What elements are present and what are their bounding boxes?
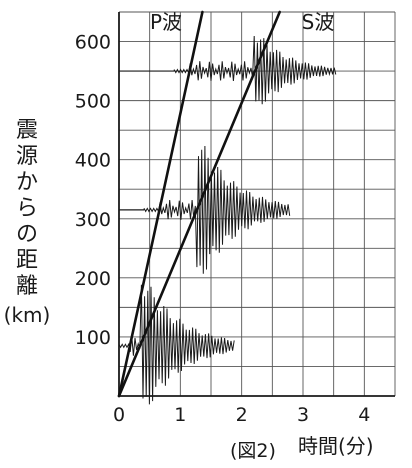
wave-line [117, 10, 281, 398]
y-tick-label: 500 [75, 91, 111, 113]
wave-lines [117, 10, 281, 398]
y-axis-label-char: の [15, 222, 38, 247]
y-axis-label-char: 離 [15, 274, 38, 299]
x-tick-label: 0 [113, 404, 125, 426]
y-axis-label-char: 源 [15, 144, 38, 169]
x-tick-label: 1 [174, 404, 186, 426]
x-tick-label: 4 [358, 404, 370, 426]
x-axis-label: 時間(分) [298, 434, 374, 458]
y-tick-label: 200 [75, 268, 111, 290]
series-label: P波 [150, 10, 182, 34]
y-axis-unit: (km) [3, 303, 51, 327]
y-tick-label: 100 [75, 327, 111, 349]
y-axis-label: 震 源 か ら の 距 離 (km) [2, 118, 52, 328]
y-tick-label: 400 [75, 150, 111, 172]
seismogram-trace [143, 145, 291, 274]
seismogram-trace [173, 35, 337, 105]
figure-caption: (図2) [230, 440, 276, 462]
x-tick-label: 3 [297, 404, 309, 426]
series-label: S波 [302, 10, 335, 34]
y-axis-label-char: 震 [15, 118, 38, 143]
seismogram-traces [118, 35, 337, 405]
series-labels: P波 S波 [150, 10, 334, 34]
axes [118, 12, 395, 397]
y-axis-label-char: 距 [15, 248, 38, 273]
y-tick-label: 300 [75, 209, 111, 231]
y-axis-label-char: ら [15, 196, 38, 221]
tick-labels: 0 1 2 3 4 100 200 300 400 500 600 [75, 32, 371, 426]
x-tick-label: 2 [236, 404, 248, 426]
seismogram-trace [118, 284, 235, 405]
y-axis-label-char: か [15, 170, 38, 195]
y-tick-label: 600 [75, 32, 111, 54]
wave-line [117, 10, 204, 398]
